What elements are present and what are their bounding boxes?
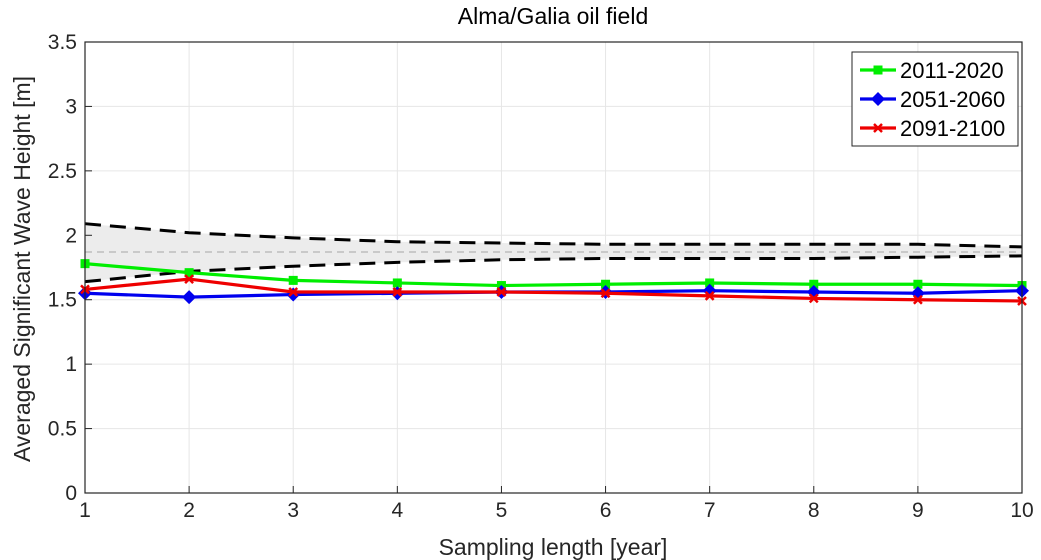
- y-tick-label: 0.5: [48, 418, 77, 441]
- y-tick-label: 0: [65, 482, 77, 505]
- x-stroke: [288, 287, 299, 297]
- data-point: [809, 279, 819, 289]
- legend-label: 2051-2060: [900, 87, 1005, 112]
- legend-item: 2011-2020: [860, 58, 1004, 83]
- legend-marker: [871, 92, 885, 106]
- x-stroke: [913, 294, 923, 305]
- data-point: [600, 288, 611, 299]
- data-point: [182, 290, 197, 305]
- series-line: [84, 262, 1023, 288]
- reference-band: [84, 222, 1023, 284]
- legend-label: 2011-2020: [900, 58, 1004, 83]
- data-point: [392, 287, 403, 297]
- data-point: [184, 274, 194, 284]
- legend-marker: [873, 123, 883, 133]
- series-line: [84, 277, 1023, 303]
- legend-marker: [873, 65, 883, 75]
- y-tick-label: 1.5: [48, 289, 77, 312]
- x-stroke: [873, 123, 883, 133]
- data-point: [288, 287, 299, 297]
- y-axis-ticks: 0 0.5 1 1.5 2 2.5 3 3.5: [48, 31, 92, 505]
- x-stroke: [600, 288, 611, 299]
- x-tick-label: 10: [1010, 499, 1033, 522]
- x-tick-label: 2: [183, 499, 195, 522]
- band-lower-line: [84, 254, 1023, 284]
- legend-label: 2091-2100: [900, 116, 1005, 141]
- data-point: [288, 275, 298, 285]
- data-point: [392, 278, 402, 288]
- x-stroke: [704, 290, 715, 301]
- x-tick-label: 8: [808, 499, 820, 522]
- data-point: [913, 279, 923, 289]
- x-axis-ticks: 1 2 3 4 5 6 7 8 9 10: [79, 486, 1034, 522]
- chart-title: Alma/Galia oil field: [458, 3, 648, 29]
- plot-frame: [84, 41, 1023, 494]
- series: [78, 259, 1029, 306]
- x-axis-label: Sampling length [year]: [439, 534, 668, 560]
- data-point: [601, 279, 611, 289]
- x-tick-label: 4: [391, 499, 403, 522]
- y-tick-label: 2.5: [48, 160, 77, 183]
- x-tick-label: 6: [600, 499, 612, 522]
- x-tick-label: 5: [496, 499, 508, 522]
- data-point: [184, 268, 194, 278]
- y-tick-label: 1: [65, 353, 77, 376]
- data-point: [913, 294, 923, 305]
- legend: 2011-2020 2051-2060 2091-2100: [851, 51, 1019, 147]
- x-tick-label: 9: [912, 499, 924, 522]
- band-upper-line: [84, 222, 1023, 249]
- x-stroke: [808, 293, 819, 304]
- x-tick-label: 3: [287, 499, 299, 522]
- band-fill: [85, 223, 1022, 282]
- data-point: [496, 287, 507, 297]
- x-stroke: [392, 287, 403, 297]
- y-tick-label: 3: [65, 95, 77, 118]
- x-tick-label: 1: [79, 499, 91, 522]
- data-point: [704, 290, 715, 301]
- y-tick-label: 3.5: [48, 31, 77, 54]
- x-tick-label: 7: [704, 499, 716, 522]
- legend-item: 2051-2060: [860, 87, 1005, 112]
- x-stroke: [184, 274, 194, 284]
- legend-item: 2091-2100: [860, 116, 1005, 141]
- x-stroke: [496, 287, 507, 297]
- data-point: [705, 278, 715, 288]
- y-tick-label: 2: [65, 224, 77, 247]
- data-point: [808, 293, 819, 304]
- y-axis-label: Averaged Significant Wave Height [m]: [9, 76, 35, 462]
